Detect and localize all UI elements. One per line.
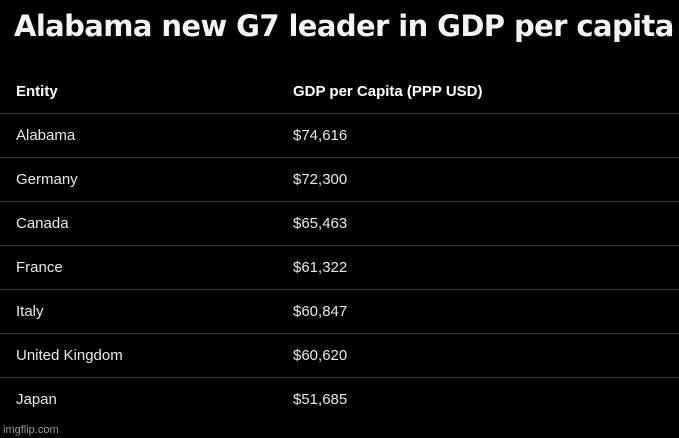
table-row: Canada $65,463 [0,202,679,246]
page-title: Alabama new G7 leader in GDP per capita [14,9,674,43]
entity-cell: Canada [16,215,69,232]
entity-cell: United Kingdom [16,347,123,364]
gdp-cell: $61,322 [293,259,348,276]
gdp-cell: $72,300 [293,171,348,188]
entity-cell: France [16,259,63,276]
entity-cell: Germany [16,171,78,188]
table-header-row: Entity GDP per Capita (PPP USD) [0,70,679,114]
entity-cell: Alabama [16,127,76,144]
table-row: Japan $51,685 [0,378,679,422]
table-row: Alabama $74,616 [0,114,679,158]
gdp-cell: $74,616 [293,127,348,144]
entity-cell: Japan [16,391,57,408]
gdp-cell: $51,685 [293,391,348,408]
column-header-gdp: GDP per Capita (PPP USD) [293,83,483,100]
gdp-table: Entity GDP per Capita (PPP USD) Alabama … [0,70,679,422]
gdp-cell: $65,463 [293,215,348,232]
table-row: United Kingdom $60,620 [0,334,679,378]
table-row: Germany $72,300 [0,158,679,202]
table-row: Italy $60,847 [0,290,679,334]
imgflip-watermark: imgflip.com [3,424,59,436]
table-row: France $61,322 [0,246,679,290]
column-header-entity: Entity [16,83,58,100]
entity-cell: Italy [16,303,44,320]
gdp-cell: $60,620 [293,347,348,364]
gdp-cell: $60,847 [293,303,348,320]
